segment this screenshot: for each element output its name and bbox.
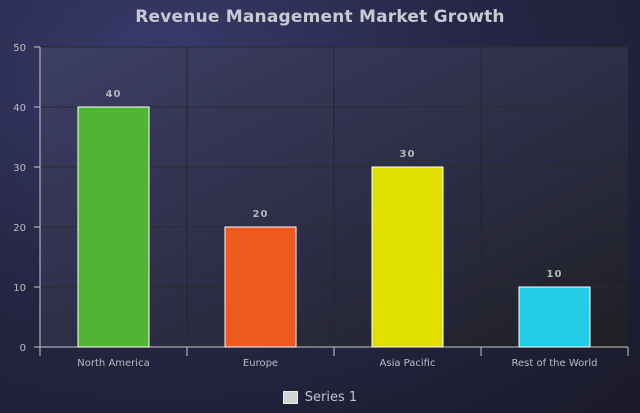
legend-label[interactable]: Series 1 [304,390,358,405]
data-label: 20 [253,209,269,220]
y-tick-label: 10 [13,283,26,294]
x-tick-label: Europe [243,358,278,369]
x-tick-label: Rest of the World [511,358,597,369]
bar[interactable] [518,286,591,348]
data-label: 40 [106,89,122,100]
data-label: 10 [547,269,563,280]
legend-swatch[interactable] [282,391,298,404]
bars [77,106,591,348]
bar[interactable] [371,166,444,348]
legend[interactable]: Series 1 [0,390,640,405]
bar[interactable] [224,226,297,348]
chart-title: Revenue Management Market Growth [135,7,505,27]
tick-labels: 0 10 20 30 40 50 North America Europe Asia Pacif… [13,43,597,369]
x-tick-label: North America [77,358,149,369]
y-tick-label: 50 [13,43,26,54]
x-tick-label: Asia Pacific [380,358,436,369]
y-tick-label: 0 [20,343,26,354]
y-tick-label: 20 [13,223,26,234]
bar[interactable] [77,106,150,348]
y-tick-label: 30 [13,163,26,174]
data-label: 30 [400,149,416,160]
data-labels: 40 20 30 10 [106,89,563,280]
y-tick-label: 40 [13,103,26,114]
